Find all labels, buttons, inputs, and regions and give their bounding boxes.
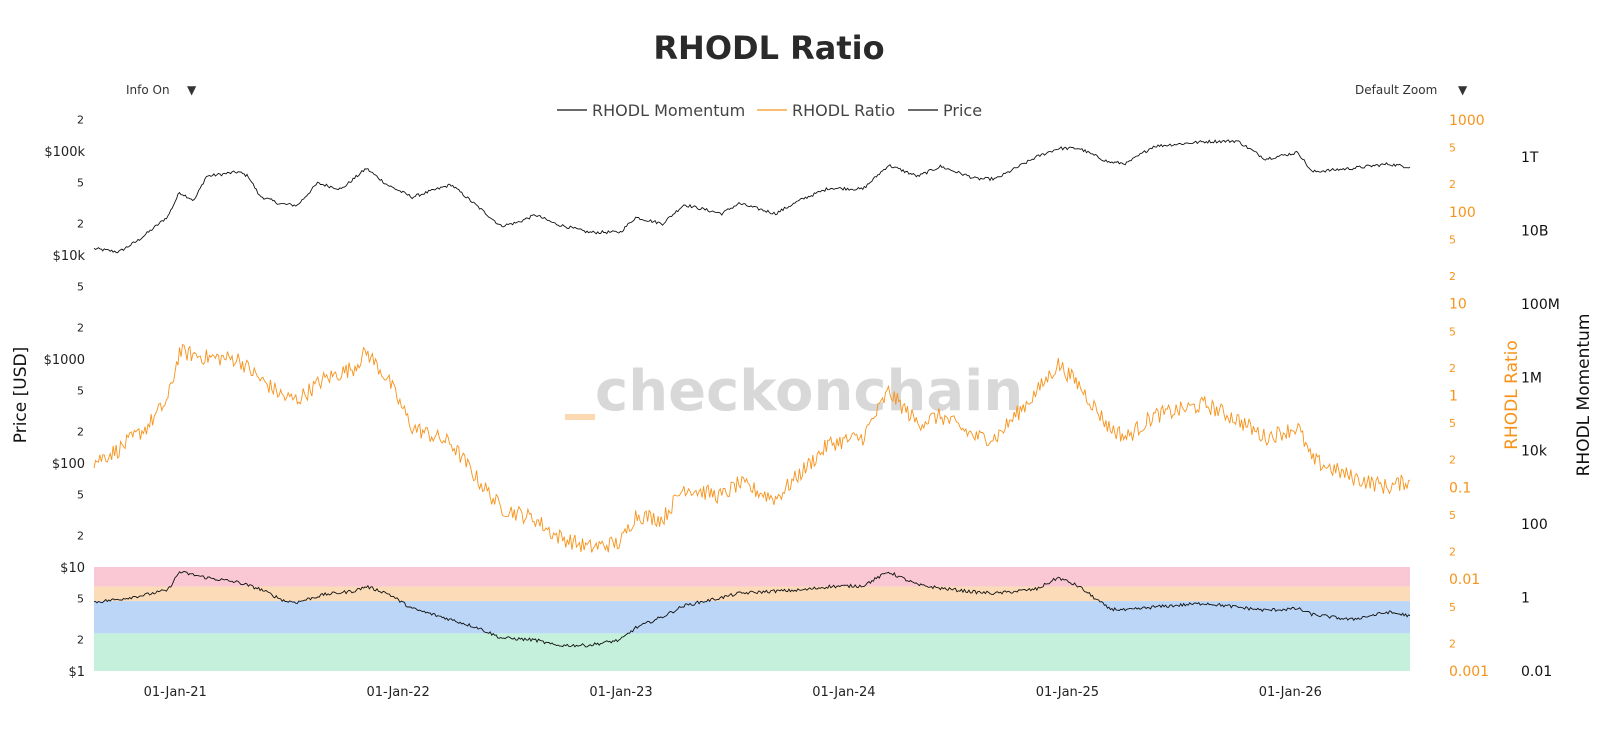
zoom-menu[interactable]: Default Zoom ▼ xyxy=(1355,83,1468,97)
price-tick-label: $1 xyxy=(68,665,85,680)
ratio-minor-tick-label: 5 xyxy=(1449,417,1456,430)
ratio-minor-tick-label: 5 xyxy=(1449,509,1456,522)
watermark-underscore xyxy=(565,414,595,420)
momentum-tick-label: 10B xyxy=(1521,223,1548,239)
ratio-minor-tick-label: 2 xyxy=(1449,637,1456,650)
ratio-minor-tick-label: 2 xyxy=(1449,362,1456,375)
price-minor-tick-label: 2 xyxy=(77,426,84,439)
axis-ticks: 01-Jan-21 01-Jan-22 01-Jan-23 01-Jan-24 01-J… xyxy=(44,113,1560,700)
zone-band-0 xyxy=(94,567,1410,587)
x-tick-label: 01-Jan-24 xyxy=(812,685,875,700)
legend-item-rhodl-ratio[interactable]: RHODL Ratio xyxy=(792,101,895,120)
x-tick-label: 01-Jan-25 xyxy=(1036,685,1099,700)
ratio-tick-label: 0.1 xyxy=(1449,480,1471,496)
ratio-minor-tick-label: 2 xyxy=(1449,546,1456,559)
ratio-minor-tick-label: 2 xyxy=(1449,454,1456,467)
price-minor-tick-label: 2 xyxy=(77,634,84,647)
ratio-minor-tick-label: 2 xyxy=(1449,178,1456,191)
price-tick-label: $10k xyxy=(53,249,86,264)
price-minor-tick-label: 5 xyxy=(77,384,84,397)
x-tick-label: 01-Jan-22 xyxy=(366,685,429,700)
price-minor-tick-label: 2 xyxy=(77,218,84,231)
legend-item-rhodl-momentum[interactable]: RHODL Momentum xyxy=(592,101,745,120)
watermark-text: checkonchain xyxy=(595,359,1023,424)
ratio-minor-tick-label: 5 xyxy=(1449,142,1456,155)
ratio-minor-tick-label: 2 xyxy=(1449,270,1456,283)
ratio-minor-tick-label: 5 xyxy=(1449,601,1456,614)
zone-band-3 xyxy=(94,633,1410,671)
momentum-tick-label: 1M xyxy=(1521,370,1542,386)
y-axis-title-price: Price [USD] xyxy=(11,347,31,443)
info-menu-label[interactable]: Info On xyxy=(126,83,170,97)
momentum-tick-label: 1T xyxy=(1521,150,1539,166)
ratio-minor-tick-label: 5 xyxy=(1449,325,1456,338)
price-minor-tick-label: 5 xyxy=(77,592,84,605)
zone-band-2 xyxy=(94,601,1410,634)
ratio-tick-label: 0.01 xyxy=(1449,572,1480,588)
series-line-rhodl-momentum xyxy=(93,570,1411,648)
chevron-down-icon[interactable]: ▼ xyxy=(1458,83,1468,97)
momentum-zone-bands xyxy=(94,567,1410,671)
momentum-tick-label: 0.01 xyxy=(1521,664,1552,680)
price-minor-tick-label: 2 xyxy=(77,530,84,543)
ratio-minor-tick-label: 5 xyxy=(1449,233,1456,246)
legend-item-price[interactable]: Price xyxy=(943,101,982,120)
chevron-down-icon[interactable]: ▼ xyxy=(187,83,197,97)
price-tick-label: $100k xyxy=(44,145,85,160)
info-menu[interactable]: Info On ▼ xyxy=(126,83,197,97)
momentum-tick-label: 1 xyxy=(1521,591,1530,607)
ratio-tick-label: 1 xyxy=(1449,389,1458,405)
momentum-tick-label: 100M xyxy=(1521,297,1560,313)
price-minor-tick-label: 5 xyxy=(77,488,84,501)
x-tick-label: 01-Jan-23 xyxy=(589,685,652,700)
ratio-tick-label: 1000 xyxy=(1449,113,1485,129)
ratio-tick-label: 10 xyxy=(1449,297,1467,313)
y-axis-title-rhodl-ratio: RHODL Ratio xyxy=(1502,340,1522,450)
price-minor-tick-label: 2 xyxy=(77,322,84,335)
y-axis-title-rhodl-momentum: RHODL Momentum xyxy=(1574,314,1594,477)
ratio-tick-label: 100 xyxy=(1449,205,1476,221)
series-line-rhodl-ratio xyxy=(93,343,1411,553)
legend[interactable]: RHODL Momentum RHODL Ratio Price xyxy=(557,101,982,120)
series-line-price xyxy=(93,139,1411,254)
price-tick-label: $1000 xyxy=(44,353,85,368)
zone-band-1 xyxy=(94,586,1410,602)
price-minor-tick-label: 5 xyxy=(77,176,84,189)
momentum-tick-label: 10k xyxy=(1521,444,1548,460)
price-tick-label: $100 xyxy=(52,457,85,472)
chart-title: RHODL Ratio xyxy=(653,29,884,67)
zoom-menu-label[interactable]: Default Zoom xyxy=(1355,83,1437,97)
x-tick-label: 01-Jan-26 xyxy=(1259,685,1322,700)
price-minor-tick-label: 5 xyxy=(77,280,84,293)
price-minor-tick-label: 2 xyxy=(77,114,84,127)
price-tick-label: $10 xyxy=(60,561,85,576)
momentum-tick-label: 100 xyxy=(1521,517,1548,533)
series-lines xyxy=(93,139,1411,648)
ratio-tick-label: 0.001 xyxy=(1449,664,1489,680)
x-tick-label: 01-Jan-21 xyxy=(144,685,207,700)
